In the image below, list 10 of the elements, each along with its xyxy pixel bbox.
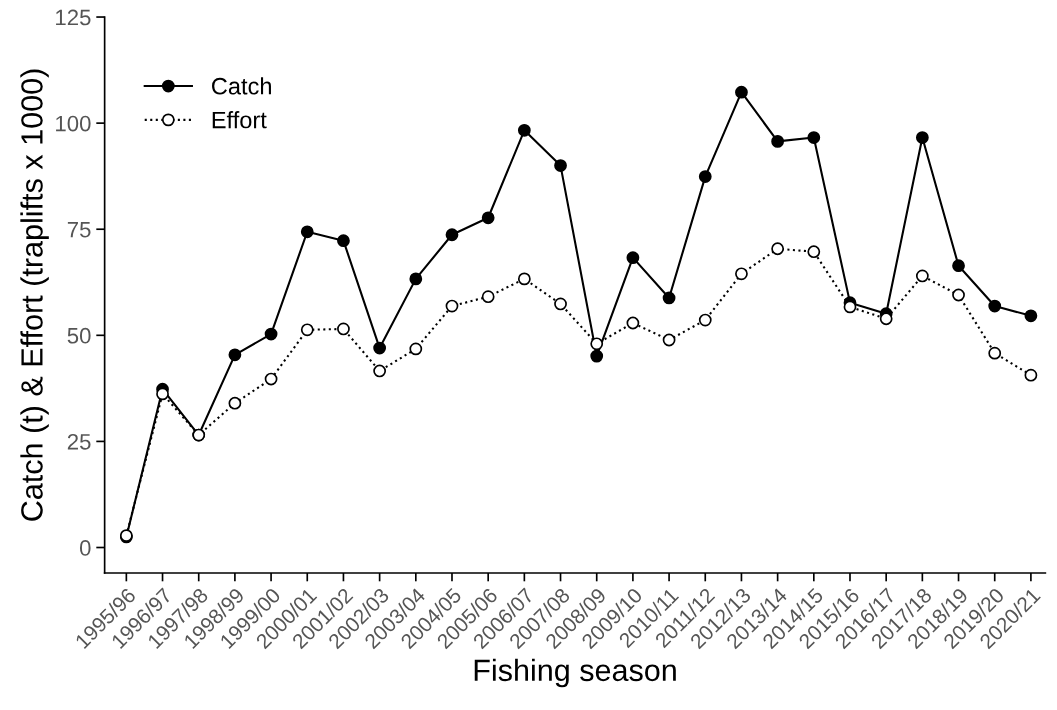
y-tick-label: 25 [67, 433, 91, 450]
y-tick-label: 50 [67, 327, 91, 344]
y-tick-label: 100 [56, 115, 91, 132]
legend-label: Catch [212, 77, 271, 95]
y-tick-label: 75 [67, 221, 91, 238]
y-tick-label: 125 [56, 9, 91, 26]
x-axis-title: Fishing season [474, 658, 676, 688]
y-axis-title: Catch (t) & Effort (traplifts x 1000) [20, 69, 49, 521]
legend-label: Effort [212, 111, 267, 129]
y-tick-label: 0 [79, 540, 91, 556]
